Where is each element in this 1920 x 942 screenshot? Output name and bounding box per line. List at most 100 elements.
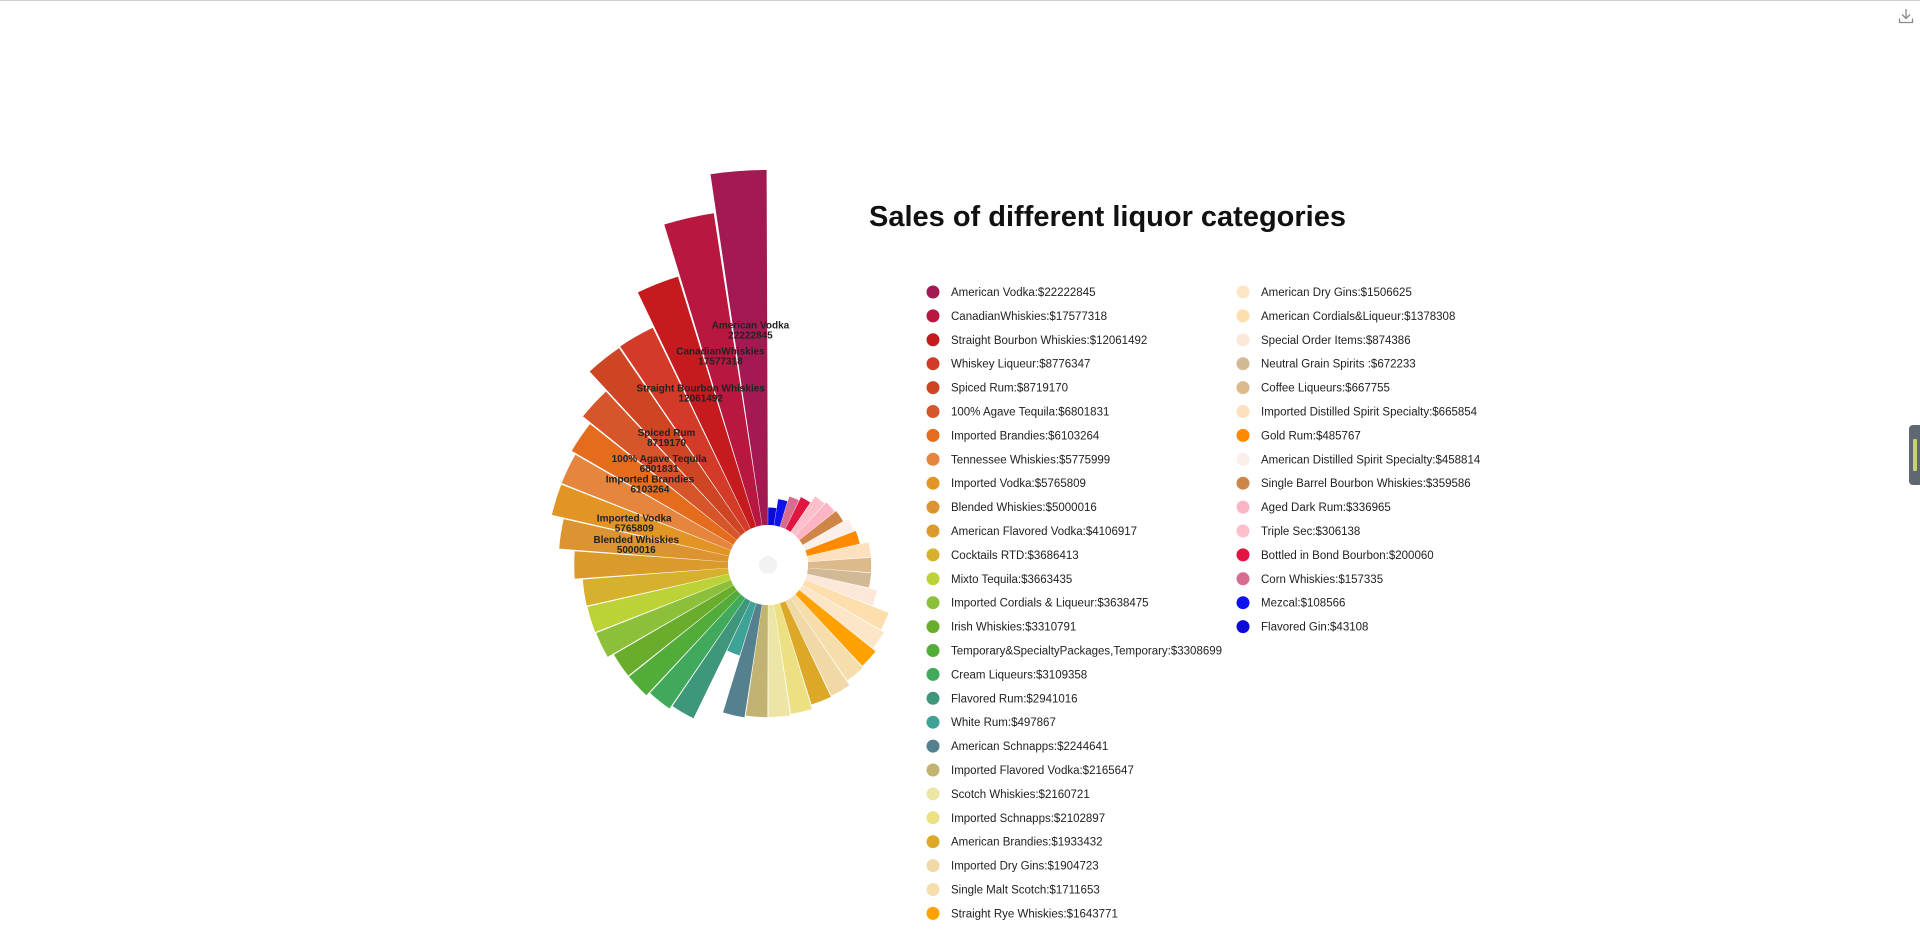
legend-item-american-flavored-vodka[interactable]: American Flavored Vodka:$4106917 <box>926 524 1138 539</box>
bar-100-agave-tequila[interactable] <box>582 391 741 540</box>
bar-white-rum[interactable] <box>727 601 757 656</box>
bar-imported-vodka[interactable] <box>551 484 731 556</box>
legend-item-special-order-items[interactable]: Special Order Items:$874386 <box>1236 333 1411 347</box>
bar-imported-flavored-vodka[interactable] <box>745 604 768 718</box>
legend-swatch <box>1236 309 1250 323</box>
bar-tennessee-whiskies[interactable] <box>561 454 734 551</box>
bar-american-distilled-spirit-specialty[interactable] <box>802 518 855 551</box>
legend-item-american-vodka[interactable]: American Vodka:$22222845 <box>926 285 1096 300</box>
bar-corn-whiskies[interactable] <box>779 496 799 529</box>
legend-item-neutral-grain-spirits[interactable]: Neutral Grain Spirits :$672233 <box>1236 357 1416 371</box>
legend-item-imported-vodka[interactable]: Imported Vodka:$5765809 <box>926 476 1086 491</box>
bar-straight-rye-whiskies[interactable] <box>795 590 876 666</box>
bar-mixto-tequila[interactable] <box>587 574 731 633</box>
legend-label: Whiskey Liqueur:$8776347 <box>951 359 1090 371</box>
bar-irish-whiskies[interactable] <box>613 585 737 676</box>
legend-label: Imported Brandies:$6103264 <box>951 430 1100 442</box>
legend-item-blended-whiskies[interactable]: Blended Whiskies:$5000016 <box>926 500 1097 514</box>
legend-label: Single Barrel Bourbon Whiskies:$359586 <box>1261 478 1471 490</box>
legend-item-straight-rye-whiskies[interactable]: Straight Rye Whiskies:$1643771 <box>926 906 1118 921</box>
side-panel-handle[interactable] <box>1909 425 1920 485</box>
legend-item-gold-rum[interactable]: Gold Rum:$485767 <box>1236 428 1361 443</box>
legend-item-white-rum[interactable]: White Rum:$497867 <box>926 715 1056 730</box>
legend-item-temporary-specialtypackages-temporary[interactable]: Temporary&SpecialtyPackages,Temporary:$3… <box>926 644 1223 658</box>
bar-bottled-in-bond-bourbon[interactable] <box>785 497 811 532</box>
bar-label-american-vodka: American Vodka 22222845 <box>712 320 790 341</box>
bar-blended-whiskies[interactable] <box>559 519 729 562</box>
legend-item-scotch-whiskies[interactable]: Scotch Whiskies:$2160721 <box>926 787 1090 801</box>
legend-item-imported-brandies[interactable]: Imported Brandies:$6103264 <box>926 428 1100 443</box>
bar-flavored-rum[interactable] <box>672 598 751 719</box>
legend-item-flavored-rum[interactable]: Flavored Rum:$2941016 <box>926 691 1078 706</box>
bar-cream-liqueurs[interactable] <box>650 594 746 709</box>
legend-item-whiskey-liqueur[interactable]: Whiskey Liqueur:$8776347 <box>926 357 1091 371</box>
bar-single-malt-scotch[interactable] <box>790 594 863 681</box>
bar-scotch-whiskies[interactable] <box>768 604 791 718</box>
bar-american-dry-gins[interactable] <box>799 585 884 649</box>
bar-cocktails-rtd[interactable] <box>582 568 729 606</box>
bar-american-vodka[interactable] <box>710 170 768 526</box>
legend-item-flavored-gin[interactable]: Flavored Gin:$43108 <box>1236 620 1369 634</box>
legend-item-american-cordials-liqueur[interactable]: American Cordials&Liqueur:$1378308 <box>1236 309 1456 323</box>
legend-item-cocktails-rtd[interactable]: Cocktails RTD:$3686413 <box>926 548 1079 562</box>
bar-neutral-grain-spirits[interactable] <box>807 568 872 588</box>
legend-item-corn-whiskies[interactable]: Corn Whiskies:$157335 <box>1236 572 1384 586</box>
legend-item-cream-liqueurs[interactable]: Cream Liqueurs:$3109358 <box>926 667 1088 682</box>
legend-item-irish-whiskies[interactable]: Irish Whiskies:$3310791 <box>926 620 1077 634</box>
bar-single-barrel-bourbon-whiskies[interactable] <box>799 511 844 545</box>
legend-swatch <box>926 715 940 729</box>
bar-temporary-specialtypackages-temporary[interactable] <box>629 590 741 696</box>
legend-swatch <box>926 333 940 347</box>
legend-swatch <box>926 285 940 299</box>
bar-whiskey-liqueur[interactable] <box>620 327 751 532</box>
bar-american-brandies[interactable] <box>779 601 831 705</box>
legend-item-imported-flavored-vodka[interactable]: Imported Flavored Vodka:$2165647 <box>926 763 1134 778</box>
legend-item-imported-cordials-liqueur[interactable]: Imported Cordials & Liqueur:$3638475 <box>926 596 1149 610</box>
legend-item-american-schnapps[interactable]: American Schnapps:$2244641 <box>926 739 1109 754</box>
legend-item-bottled-in-bond-bourbon[interactable]: Bottled in Bond Bourbon:$200060 <box>1236 548 1434 562</box>
legend-item-imported-distilled-spirit-specialty[interactable]: Imported Distilled Spirit Specialty:$665… <box>1236 405 1478 419</box>
bar-imported-schnapps[interactable] <box>774 603 812 714</box>
bar-gold-rum[interactable] <box>805 530 860 556</box>
legend-item-aged-dark-rum[interactable]: Aged Dark Rum:$336965 <box>1236 500 1391 514</box>
legend-item-spiced-rum[interactable]: Spiced Rum:$8719170 <box>926 381 1069 395</box>
bar-american-cordials-liqueur[interactable] <box>802 579 889 630</box>
legend-item-american-distilled-spirit-specialty[interactable]: American Distilled Spirit Specialty:$458… <box>1236 452 1481 467</box>
bar-triple-sec[interactable] <box>790 496 825 536</box>
legend-item-single-barrel-bourbon-whiskies[interactable]: Single Barrel Bourbon Whiskies:$359586 <box>1236 476 1471 491</box>
legend-item-tennessee-whiskies[interactable]: Tennessee Whiskies:$5775999 <box>926 452 1111 467</box>
bar-imported-distilled-spirit-specialty[interactable] <box>807 542 871 562</box>
bar-coffee-liqueurs[interactable] <box>807 557 872 573</box>
legend-item-straight-bourbon-whiskies[interactable]: Straight Bourbon Whiskies:$12061492 <box>926 333 1148 347</box>
legend-item-triple-sec[interactable]: Triple Sec:$306138 <box>1236 524 1361 539</box>
legend-swatch <box>1236 381 1250 395</box>
bar-aged-dark-rum[interactable] <box>795 502 835 540</box>
bar-mezcal[interactable] <box>774 499 788 527</box>
legend-item-american-brandies[interactable]: American Brandies:$1933432 <box>926 835 1103 849</box>
legend-item-imported-schnapps[interactable]: Imported Schnapps:$2102897 <box>926 811 1106 825</box>
bar-imported-brandies[interactable] <box>571 424 737 545</box>
legend-item-mezcal[interactable]: Mezcal:$108566 <box>1236 596 1346 610</box>
bar-spiced-rum[interactable] <box>589 348 746 536</box>
bar-american-schnapps[interactable] <box>723 603 762 718</box>
legend-item-american-dry-gins[interactable]: American Dry Gins:$1506625 <box>1236 285 1412 300</box>
legend-item-canadianwhiskies[interactable]: CanadianWhiskies:$17577318 <box>926 309 1108 323</box>
bar-imported-dry-gins[interactable] <box>785 598 850 696</box>
legend-label: Scotch Whiskies:$2160721 <box>951 789 1090 801</box>
legend-item-coffee-liqueurs[interactable]: Coffee Liqueurs:$667755 <box>1236 381 1390 395</box>
legend-swatch <box>1236 357 1250 371</box>
download-button[interactable] <box>1897 7 1915 25</box>
legend-item-imported-dry-gins[interactable]: Imported Dry Gins:$1904723 <box>926 859 1099 873</box>
legend-swatch <box>926 835 940 849</box>
bar-american-flavored-vodka[interactable] <box>574 551 729 579</box>
bar-imported-cordials-liqueur[interactable] <box>596 579 734 657</box>
bar-canadianwhiskies[interactable] <box>664 213 762 527</box>
legend-item-100-agave-tequila[interactable]: 100% Agave Tequila:$6801831 <box>926 405 1110 419</box>
legend-label: American Vodka:$22222845 <box>951 287 1096 299</box>
bar-straight-bourbon-whiskies[interactable] <box>637 276 757 529</box>
legend-item-single-malt-scotch[interactable]: Single Malt Scotch:$1711653 <box>926 883 1100 897</box>
legend-swatch <box>1236 405 1250 418</box>
legend-item-mixto-tequila[interactable]: Mixto Tequila:$3663435 <box>926 572 1073 586</box>
bar-flavored-gin[interactable] <box>768 507 777 526</box>
bar-special-order-items[interactable] <box>805 574 878 606</box>
